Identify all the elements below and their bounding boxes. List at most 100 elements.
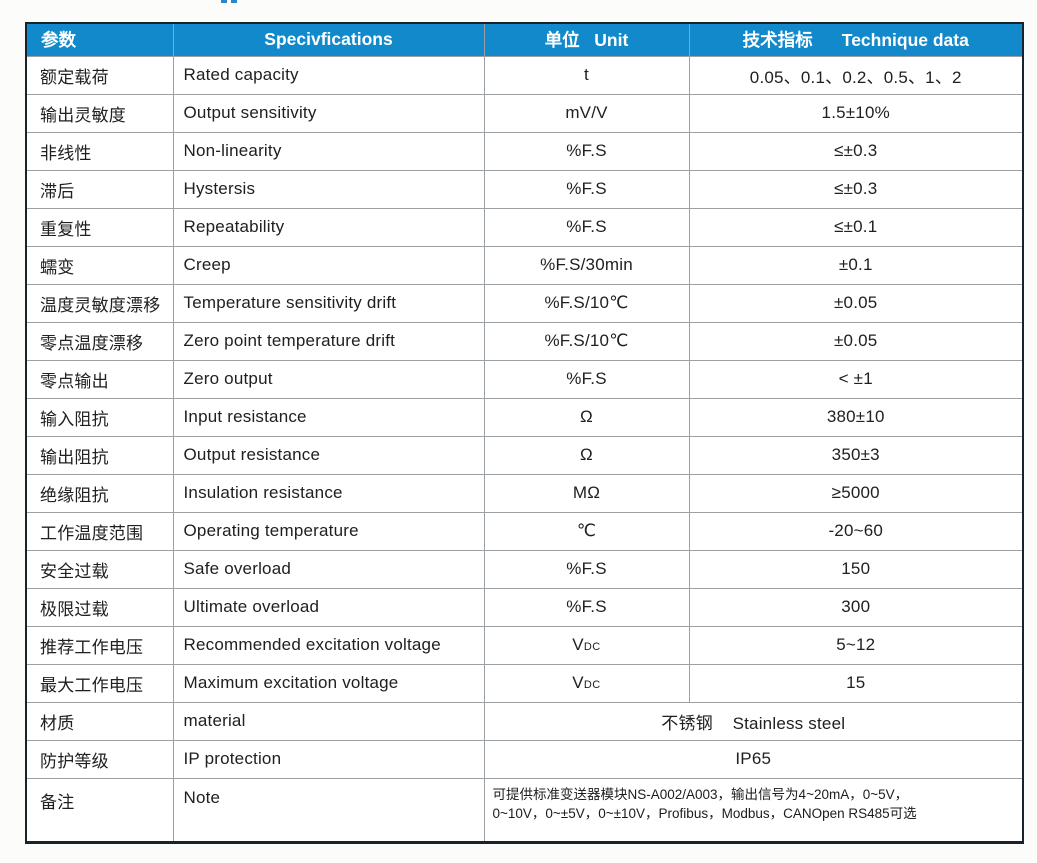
table-row-repeatability: 重复性 Repeatability %F.S ≤±0.1	[25, 207, 1024, 247]
unit-cell: %F.S/30min	[483, 245, 690, 285]
param-cn: 零点输出	[25, 359, 174, 399]
value-cell: 150	[688, 549, 1024, 589]
param-en: Operating temperature	[172, 511, 485, 551]
unit-cell: ℃	[483, 511, 690, 551]
param-cn: 输出灵敏度	[25, 93, 174, 133]
param-en: Zero point temperature drift	[172, 321, 485, 361]
note-line: 可提供标准变送器模块NS-A002/A003，输出信号为4~20mA，0~5V，	[492, 786, 909, 802]
unit-cell: %F.S	[483, 207, 690, 247]
value-cell: 1.5±10%	[688, 93, 1024, 133]
value-cell: -20~60	[688, 511, 1024, 551]
value-cell: ±0.05	[688, 321, 1024, 361]
value-cell: ≤±0.3	[688, 169, 1024, 209]
param-en: Rated capacity	[172, 55, 485, 95]
table-row-creep: 蠕变 Creep %F.S/30min ±0.1	[25, 245, 1024, 285]
header-param: 参数	[25, 22, 174, 57]
cropped-title-remnant	[221, 0, 227, 3]
header-unit: 单位 Unit	[483, 22, 690, 57]
table-row-ultimate-overload: 极限过载 Ultimate overload %F.S 300	[25, 587, 1024, 627]
param-cn: 工作温度范围	[25, 511, 174, 551]
table-row-output-sensitivity: 输出灵敏度 Output sensitivity mV/V 1.5±10%	[25, 93, 1024, 133]
value-cell: ±0.05	[688, 283, 1024, 323]
value-cell: ≤±0.1	[688, 207, 1024, 247]
param-en: IP protection	[172, 739, 485, 779]
table-row-recommended-excitation-voltage: 推荐工作电压 Recommended excitation voltage VD…	[25, 625, 1024, 665]
table-row-temperature-sensitivity-drift: 温度灵敏度漂移 Temperature sensitivity drift %F…	[25, 283, 1024, 323]
param-en: Input resistance	[172, 397, 485, 437]
note-value-cell: 可提供标准变送器模块NS-A002/A003，输出信号为4~20mA，0~5V，…	[483, 777, 1024, 843]
param-en: Maximum excitation voltage	[172, 663, 485, 703]
param-en: material	[172, 701, 485, 741]
unit-cell: MΩ	[483, 473, 690, 513]
param-en: Temperature sensitivity drift	[172, 283, 485, 323]
unit-cell: %F.S	[483, 131, 690, 171]
unit-cell: %F.S/10℃	[483, 321, 690, 361]
param-cn: 绝缘阻抗	[25, 473, 174, 513]
table-row-zero-output: 零点输出 Zero output %F.S < ±1	[25, 359, 1024, 399]
unit-cell: mV/V	[483, 93, 690, 133]
header-technique-data: 技术指标 Technique data	[688, 22, 1024, 57]
param-cn: 备注	[25, 777, 174, 843]
param-cn: 极限过载	[25, 587, 174, 627]
param-en: Ultimate overload	[172, 587, 485, 627]
param-cn: 零点温度漂移	[25, 321, 174, 361]
table-row-zero-point-temperature-drift: 零点温度漂移 Zero point temperature drift %F.S…	[25, 321, 1024, 361]
cropped-title-remnant	[231, 0, 237, 3]
param-cn: 材质	[25, 701, 174, 741]
header-row: 参数 Specivfications 单位 Unit 技术指标 Techniqu…	[25, 22, 1024, 57]
table-row-non-linearity: 非线性 Non-linearity %F.S ≤±0.3	[25, 131, 1024, 171]
table-row-insulation-resistance: 绝缘阻抗 Insulation resistance MΩ ≥5000	[25, 473, 1024, 513]
value-cell: 380±10	[688, 397, 1024, 437]
param-en: Recommended excitation voltage	[172, 625, 485, 665]
param-cn: 推荐工作电压	[25, 625, 174, 665]
param-cn: 安全过载	[25, 549, 174, 589]
param-en: Output resistance	[172, 435, 485, 475]
value-cell: ≤±0.3	[688, 131, 1024, 171]
unit-cell: Ω	[483, 397, 690, 437]
param-cn: 输出阻抗	[25, 435, 174, 475]
param-cn: 额定载荷	[25, 55, 174, 95]
header-specifications: Specivfications	[172, 22, 485, 57]
param-en: Zero output	[172, 359, 485, 399]
unit-cell: %F.S/10℃	[483, 283, 690, 323]
value-cell: ±0.1	[688, 245, 1024, 285]
unit-cell: %F.S	[483, 359, 690, 399]
table-row-note: 备注 Note 可提供标准变送器模块NS-A002/A003，输出信号为4~20…	[25, 777, 1024, 843]
param-en: Insulation resistance	[172, 473, 485, 513]
table-row-ip-protection: 防护等级 IP protection IP65	[25, 739, 1024, 779]
value-cell: 5~12	[688, 625, 1024, 665]
table-row-input-resistance: 输入阻抗 Input resistance Ω 380±10	[25, 397, 1024, 437]
unit-cell: t	[483, 55, 690, 95]
spec-table: 参数 Specivfications 单位 Unit 技术指标 Techniqu…	[25, 22, 1024, 844]
unit-cell: %F.S	[483, 549, 690, 589]
value-cell: ≥5000	[688, 473, 1024, 513]
param-en: Output sensitivity	[172, 93, 485, 133]
param-cn: 蠕变	[25, 245, 174, 285]
material-value-cell: 不锈钢 Stainless steel	[483, 701, 1024, 741]
param-en: Repeatability	[172, 207, 485, 247]
value-cell: 300	[688, 587, 1024, 627]
param-en: Note	[172, 777, 485, 843]
unit-cell: Ω	[483, 435, 690, 475]
param-cn: 输入阻抗	[25, 397, 174, 437]
table-row-operating-temperature: 工作温度范围 Operating temperature ℃ -20~60	[25, 511, 1024, 551]
param-en: Hystersis	[172, 169, 485, 209]
table-row-material: 材质 material 不锈钢 Stainless steel	[25, 701, 1024, 741]
param-cn: 非线性	[25, 131, 174, 171]
table-row-rated-capacity: 额定载荷 Rated capacity t 0.05、0.1、0.2、0.5、1…	[25, 55, 1024, 95]
value-cell: < ±1	[688, 359, 1024, 399]
ip-value-cell: IP65	[483, 739, 1024, 779]
param-cn: 重复性	[25, 207, 174, 247]
param-en: Creep	[172, 245, 485, 285]
param-cn: 最大工作电压	[25, 663, 174, 703]
unit-cell: %F.S	[483, 587, 690, 627]
param-cn: 防护等级	[25, 739, 174, 779]
param-en: Non-linearity	[172, 131, 485, 171]
note-line: 0~10V，0~±5V，0~±10V，Profibus，Modbus，CANOp…	[492, 806, 917, 822]
table-row-maximum-excitation-voltage: 最大工作电压 Maximum excitation voltage VDC 15	[25, 663, 1024, 703]
table-row-output-resistance: 输出阻抗 Output resistance Ω 350±3	[25, 435, 1024, 475]
unit-cell: VDC	[483, 625, 690, 665]
value-cell: 0.05、0.1、0.2、0.5、1、2	[688, 55, 1024, 95]
param-cn: 温度灵敏度漂移	[25, 283, 174, 323]
param-cn: 滞后	[25, 169, 174, 209]
